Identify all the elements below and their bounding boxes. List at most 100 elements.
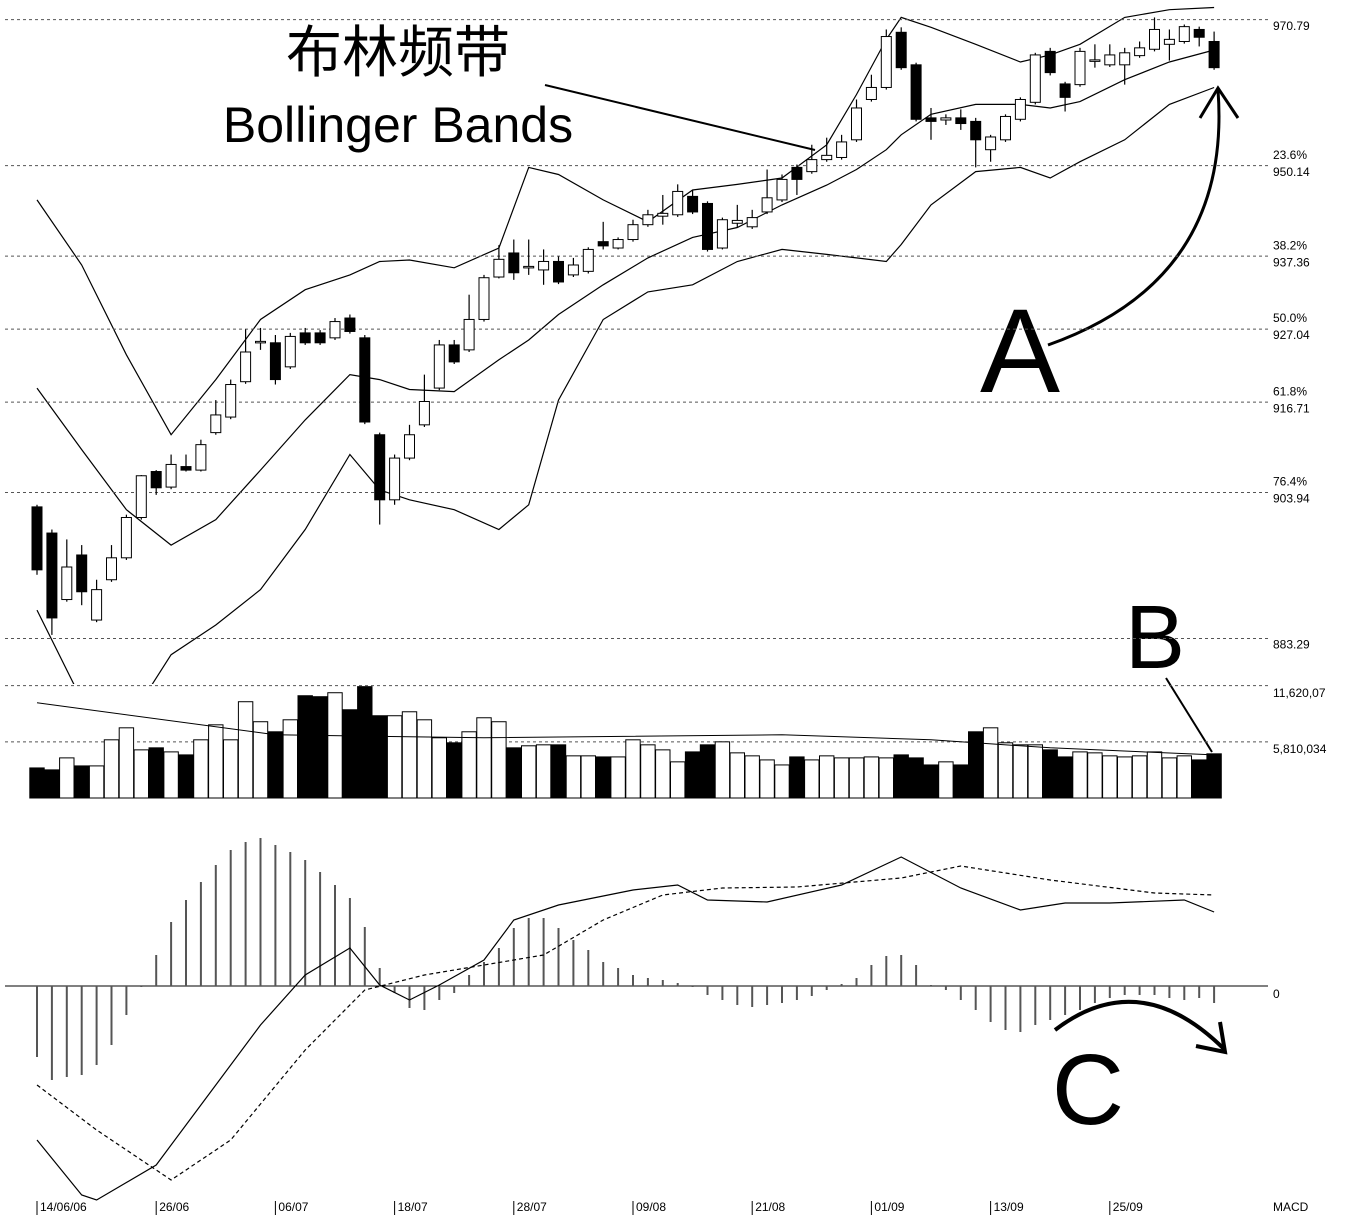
candle-body (955, 117, 967, 125)
volume-bar (1161, 757, 1178, 799)
volume-bar (386, 715, 403, 799)
volume-bar (878, 757, 894, 799)
candle-body (344, 317, 356, 332)
arrow-c (1053, 1000, 1227, 1052)
volume-bar (908, 757, 924, 799)
volume-bar (759, 759, 775, 799)
volume-bar (312, 696, 328, 799)
candle-body (567, 264, 579, 276)
volume-bar (357, 686, 373, 799)
candle-body (1104, 54, 1116, 66)
candle-body (627, 224, 639, 241)
y-tick-label: 5,810,034 (1273, 742, 1327, 756)
volume-bar (833, 757, 850, 799)
volume-bar (1057, 756, 1073, 799)
x-tick-label: 14/06/06 (40, 1200, 87, 1214)
volume-bar (1146, 751, 1163, 799)
candle-body (76, 554, 88, 593)
volume-bar (208, 724, 224, 799)
volume-bar (684, 751, 701, 799)
candle-body (240, 351, 252, 383)
candle-body (180, 466, 192, 471)
volume-bar (74, 765, 90, 799)
candle-body (925, 117, 937, 122)
candle-body (359, 337, 371, 423)
volume-bar (476, 717, 492, 799)
volume-bar (923, 764, 939, 799)
volume-bar (103, 739, 120, 799)
volume-bar (521, 745, 537, 799)
volume-bar (938, 761, 954, 799)
candle-body (940, 117, 952, 121)
volume-bar (88, 765, 105, 799)
volume-bar (670, 761, 686, 799)
candle-body (806, 159, 818, 173)
arrow-c-head (1195, 1021, 1228, 1055)
volume-bar (1191, 759, 1207, 799)
marker-a: A (980, 284, 1060, 418)
x-tick-label: 13/09 (994, 1200, 1024, 1214)
volume-bar (1102, 755, 1118, 799)
volume-bar (446, 742, 462, 799)
candle-body (463, 318, 475, 351)
candle-body (880, 36, 892, 88)
volume-bar (148, 747, 164, 799)
x-tick-label: 09/08 (636, 1200, 666, 1214)
volume-bar (506, 747, 522, 799)
volume-bar (491, 721, 507, 799)
volume-bar (744, 755, 760, 799)
volume-bar (580, 755, 596, 799)
candle-body (299, 332, 311, 344)
x-tick-label: 26/06 (159, 1200, 189, 1214)
volume-bar (729, 752, 745, 799)
candle-body (314, 332, 326, 344)
x-tick-label: 28/07 (517, 1200, 547, 1214)
volume-bar (297, 695, 313, 799)
volume-bar (953, 764, 969, 799)
volume-bar (968, 731, 984, 799)
volume-bar (342, 709, 358, 799)
candle-body (910, 64, 922, 120)
annotation-pointer (544, 84, 816, 151)
volume-bar (1131, 755, 1148, 799)
volume-bar (327, 692, 343, 799)
candle-body (657, 212, 669, 217)
volume-bar (133, 749, 150, 799)
y-tick-label: 970.79 (1273, 19, 1310, 33)
volume-bar (774, 764, 790, 799)
volume-bar (267, 731, 284, 799)
pointer-b (1165, 677, 1213, 753)
volume-bar (565, 755, 582, 799)
candle-body (255, 340, 266, 344)
candle-body (165, 463, 177, 488)
candle-body (761, 197, 773, 213)
annotation-cn: 布林频带 (286, 21, 510, 86)
x-tick-label: 01/09 (874, 1200, 904, 1214)
candle-body (329, 321, 341, 339)
candle-body (865, 86, 877, 100)
macd-line (36, 865, 1215, 1181)
volume-bar (625, 739, 641, 799)
volume-bar (178, 754, 194, 799)
y-tick-label: 927.04 (1273, 328, 1310, 342)
candle-body (642, 214, 654, 226)
candle-body (1119, 52, 1131, 66)
candle-body (508, 252, 520, 274)
candle-body (418, 400, 430, 426)
candle-body (582, 248, 594, 272)
candle-body (374, 434, 386, 501)
y-tick-label: 903.94 (1273, 492, 1310, 506)
candle-body (1193, 28, 1205, 38)
volume-bar (252, 721, 269, 799)
volume-bar (1042, 749, 1058, 799)
candle-body (851, 107, 862, 141)
volume-bar (372, 715, 388, 799)
volume-bar (44, 769, 60, 799)
volume-bar (1206, 753, 1222, 799)
candle-body (61, 566, 73, 601)
candle-body (776, 178, 788, 201)
candle-body (106, 557, 117, 581)
volume-bar (699, 744, 716, 799)
candle-body (493, 258, 505, 278)
